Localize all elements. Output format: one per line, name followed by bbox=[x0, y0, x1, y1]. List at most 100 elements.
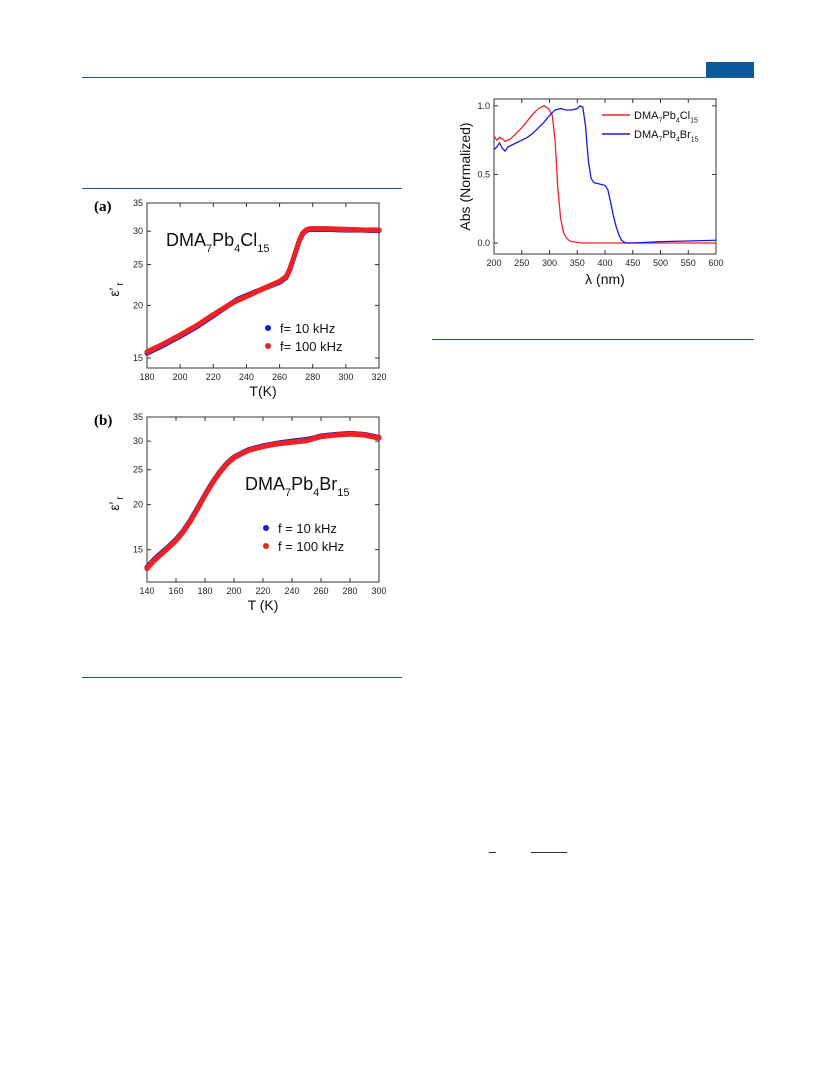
absorption-chart: 200 250 300 350 400 450 500 550 600 0.0 0.5 1.0 λ (n… bbox=[457, 98, 724, 287]
formula-text: DMA bbox=[634, 129, 659, 141]
x-tick-label: 600 bbox=[708, 258, 723, 268]
x-axis-label: T(K) bbox=[249, 383, 276, 399]
legend-label: DMA7Pb4Cl15 bbox=[634, 110, 698, 125]
formula-subscript: 15 bbox=[691, 137, 699, 144]
formula-text: DMA bbox=[166, 230, 206, 250]
formula-subscript: 4 bbox=[313, 487, 319, 499]
formula-subscript: 15 bbox=[337, 487, 349, 499]
series-red bbox=[144, 226, 382, 355]
formula-text: DMA bbox=[245, 474, 285, 494]
x-tick-label: 500 bbox=[653, 258, 668, 268]
x-tick-label: 200 bbox=[486, 258, 501, 268]
formula-text: Pb bbox=[291, 474, 313, 494]
y-tick-label: 15 bbox=[133, 353, 143, 363]
x-tick-label: 180 bbox=[139, 372, 154, 382]
x-axis-label: λ (nm) bbox=[585, 271, 625, 287]
dielectric-chart-a: (a) 180 200 220 240 260 280 300 320 15 20 25 30 35 T(K… bbox=[94, 198, 387, 399]
x-tick-label: 350 bbox=[570, 258, 585, 268]
equation-bar bbox=[489, 852, 496, 853]
legend-label: f = 10 kHz bbox=[278, 521, 337, 536]
y-tick-label: 1.0 bbox=[477, 101, 490, 111]
data-point bbox=[376, 227, 382, 233]
section-rule-left-bottom bbox=[82, 677, 402, 678]
header-tab bbox=[706, 62, 754, 77]
x-tick-label: 300 bbox=[542, 258, 557, 268]
y-tick-label: 20 bbox=[133, 500, 143, 510]
compound-annotation: DMA7Pb4Cl15 bbox=[166, 230, 270, 255]
y-tick-label: 20 bbox=[133, 300, 143, 310]
legend-marker bbox=[263, 525, 269, 531]
panel-label: (b) bbox=[94, 413, 112, 429]
formula-text: Cl bbox=[680, 110, 690, 122]
x-tick-label: 320 bbox=[371, 372, 386, 382]
x-tick-label: 260 bbox=[313, 586, 328, 596]
panel-label: (a) bbox=[94, 199, 112, 215]
formula-subscript: 15 bbox=[257, 243, 269, 255]
x-tick-label: 220 bbox=[206, 372, 221, 382]
y-axis-label-part: ε bbox=[106, 290, 122, 296]
y-axis-label: ε′r bbox=[106, 496, 126, 511]
x-axis-label: T (K) bbox=[248, 597, 279, 613]
x-tick-label: 450 bbox=[625, 258, 640, 268]
formula-text: Br bbox=[319, 474, 337, 494]
legend-label: f = 100 kHz bbox=[278, 539, 344, 554]
formula-text: DMA bbox=[634, 110, 659, 122]
x-tick-label: 550 bbox=[681, 258, 696, 268]
plot-frame bbox=[146, 416, 380, 583]
formula-text: Br bbox=[680, 129, 691, 141]
y-tick-label: 30 bbox=[133, 436, 143, 446]
header-rule bbox=[82, 77, 754, 78]
legend-label: f= 10 kHz bbox=[280, 321, 335, 336]
y-tick-label: 25 bbox=[133, 465, 143, 475]
formula-subscript: 7 bbox=[285, 487, 291, 499]
x-tick-label: 240 bbox=[284, 586, 299, 596]
formula-text: Pb bbox=[212, 230, 234, 250]
legend-label: DMA7Pb4Br15 bbox=[634, 129, 699, 144]
data-point bbox=[376, 435, 382, 441]
formula-subscript: 7 bbox=[658, 137, 662, 144]
y-axis-label-sub: r bbox=[115, 496, 126, 500]
x-tick-label: 180 bbox=[197, 586, 212, 596]
dielectric-chart-b: (b) 140 160 180 200 220 240 260 280 300 15 20 25 30 35… bbox=[94, 412, 387, 613]
y-tick-label: 15 bbox=[133, 545, 143, 555]
series-red bbox=[144, 431, 382, 572]
y-tick-label: 35 bbox=[133, 412, 143, 422]
y-tick-label: 25 bbox=[133, 260, 143, 270]
series-blue bbox=[144, 430, 382, 570]
y-tick-label: 35 bbox=[133, 198, 143, 208]
compound-annotation: DMA7Pb4Br15 bbox=[245, 474, 350, 499]
formula-text: Pb bbox=[662, 129, 675, 141]
legend-marker bbox=[265, 325, 271, 331]
legend-marker bbox=[265, 343, 271, 349]
x-tick-label: 300 bbox=[371, 586, 386, 596]
series-line-br bbox=[493, 105, 717, 244]
y-axis-label-part: ′ bbox=[106, 501, 122, 504]
x-tick-label: 140 bbox=[139, 586, 154, 596]
legend-label: f= 100 kHz bbox=[280, 339, 343, 354]
y-axis-label: ε′r bbox=[106, 282, 126, 297]
plot-frame bbox=[493, 98, 717, 255]
chart-panel-a: (a) 180 200 220 240 260 280 300 320 15 20 25 30 35 T(K… bbox=[90, 196, 390, 411]
legend-marker bbox=[263, 543, 269, 549]
x-tick-label: 280 bbox=[305, 372, 320, 382]
formula-text: Cl bbox=[240, 230, 257, 250]
x-tick-label: 160 bbox=[168, 586, 183, 596]
y-axis-label-part: ε bbox=[106, 504, 122, 510]
y-tick-label: 0.0 bbox=[477, 238, 490, 248]
y-axis-label-part: ′ bbox=[106, 287, 122, 290]
x-tick-label: 250 bbox=[514, 258, 529, 268]
chart-panel-absorption: 200 250 300 350 400 450 500 550 600 0.0 0.5 1.0 λ (n… bbox=[452, 92, 724, 292]
formula-text: Pb bbox=[662, 110, 675, 122]
section-rule-left-top bbox=[82, 188, 402, 189]
formula-subscript: 7 bbox=[206, 243, 212, 255]
series-line-cl bbox=[493, 105, 716, 244]
chart-panel-b: (b) 140 160 180 200 220 240 260 280 300 15 20 25 30 35… bbox=[90, 410, 390, 625]
x-tick-label: 400 bbox=[597, 258, 612, 268]
x-tick-label: 300 bbox=[338, 372, 353, 382]
section-rule-right bbox=[432, 339, 754, 340]
y-tick-label: 0.5 bbox=[477, 169, 490, 179]
y-axis-label: Abs (Normalized) bbox=[457, 122, 473, 230]
x-tick-label: 280 bbox=[342, 586, 357, 596]
formula-subscript: 15 bbox=[690, 118, 698, 125]
x-tick-label: 200 bbox=[173, 372, 188, 382]
